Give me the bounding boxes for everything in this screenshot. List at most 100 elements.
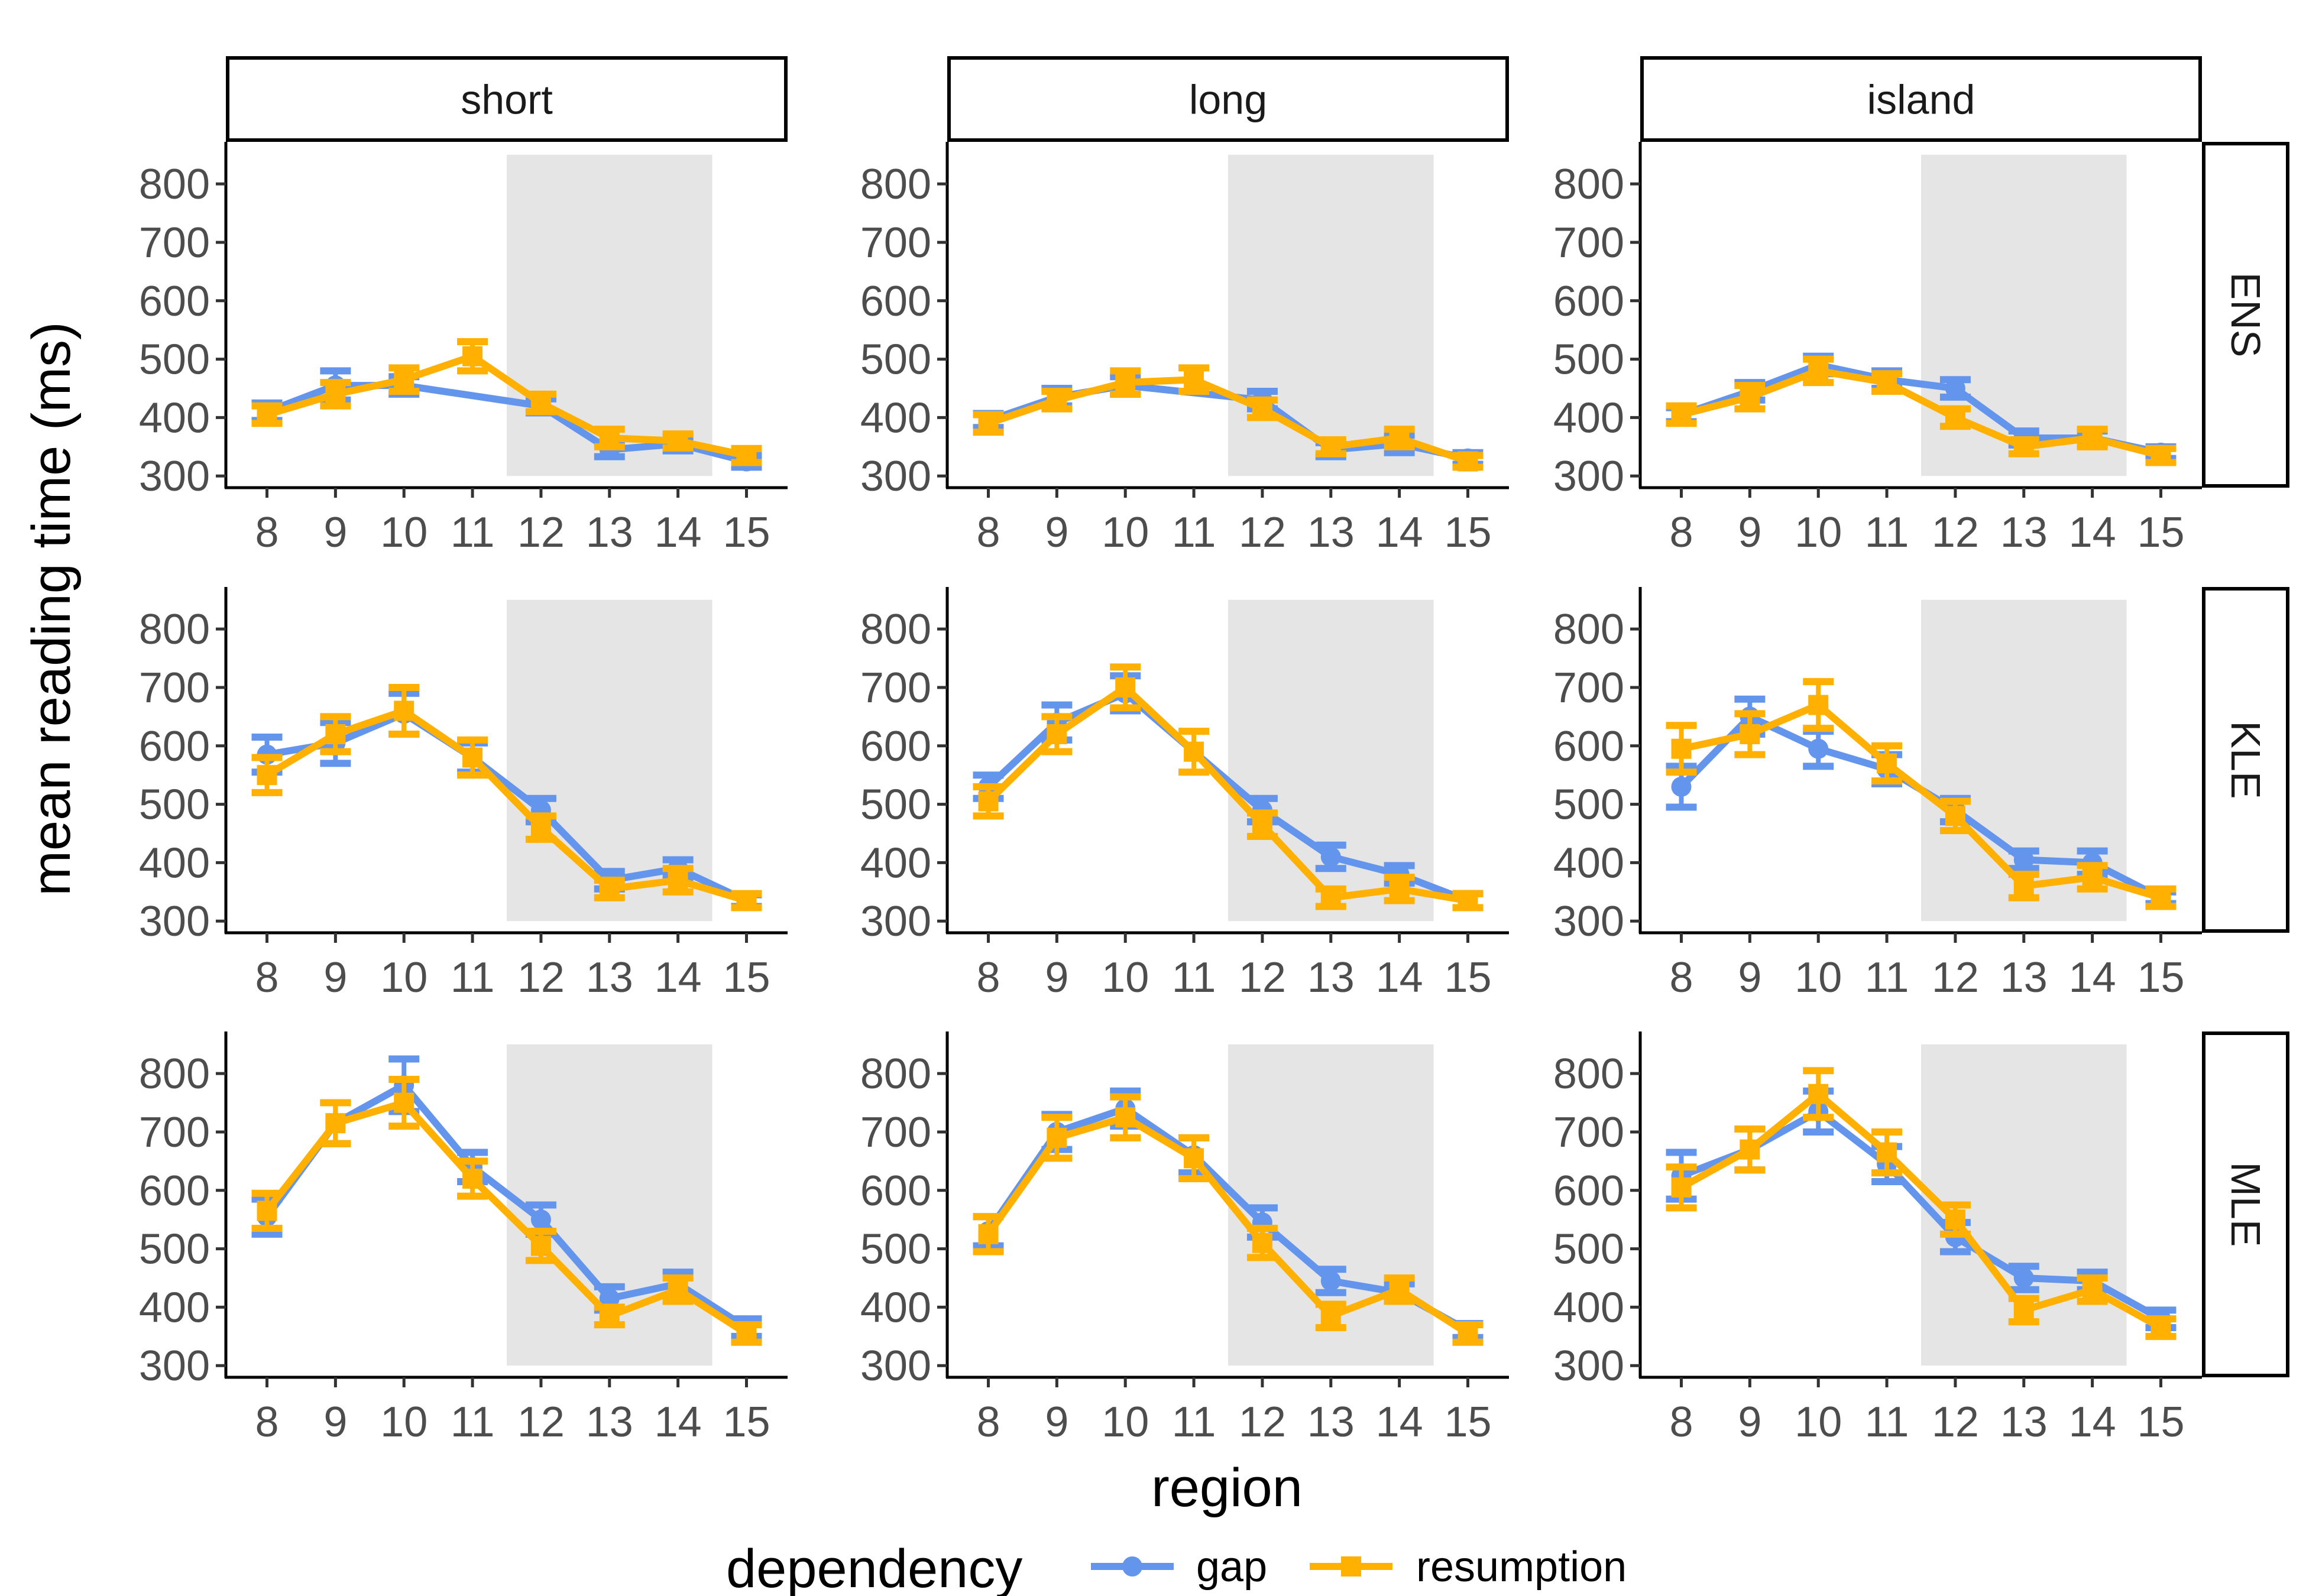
data-point xyxy=(325,384,346,404)
panel-island-MLE: 300 400 500 600 700 800 8 9 10 11 12 13 14 15 xyxy=(1553,1031,2202,1446)
y-tick-label: 400 xyxy=(139,839,210,887)
legend-title: dependency xyxy=(726,1539,1022,1596)
data-point xyxy=(2082,1279,2103,1300)
x-tick-label: 9 xyxy=(1045,954,1068,1001)
x-tick-label: 11 xyxy=(451,1399,495,1446)
y-tick-label: 600 xyxy=(860,278,931,325)
row-strip-label: KLE xyxy=(2223,721,2269,799)
x-tick-label: 13 xyxy=(1307,954,1355,1001)
row-strip-MLE: MLE xyxy=(2202,1031,2289,1377)
data-point xyxy=(325,1113,346,1134)
data-point xyxy=(1808,1084,1829,1104)
y-tick-label: 500 xyxy=(860,1226,931,1273)
x-tick-label: 12 xyxy=(1932,954,1979,1001)
x-tick-label: 12 xyxy=(1239,1399,1286,1446)
data-point xyxy=(2013,436,2034,457)
y-tick-label: 300 xyxy=(139,1342,210,1390)
data-point xyxy=(257,404,277,425)
legend-key-marker xyxy=(1341,1556,1361,1576)
data-point xyxy=(1320,1270,1341,1291)
x-tick-label: 9 xyxy=(1738,509,1761,556)
x-tick-label: 14 xyxy=(655,1399,702,1446)
y-tick-label: 800 xyxy=(139,606,210,653)
x-tick-label: 10 xyxy=(1795,509,1842,556)
y-tick-label: 600 xyxy=(139,723,210,770)
x-tick-label: 14 xyxy=(2069,954,2116,1001)
data-point xyxy=(1252,815,1272,835)
data-point xyxy=(1945,1209,1965,1230)
y-tick-label: 800 xyxy=(860,161,931,208)
y-tick-label: 300 xyxy=(139,898,210,945)
x-tick-label: 10 xyxy=(1795,1399,1842,1446)
y-tick-label: 600 xyxy=(860,1167,931,1215)
x-tick-label: 14 xyxy=(2069,1399,2116,1446)
data-point xyxy=(668,1279,688,1300)
data-point xyxy=(1740,1139,1760,1160)
x-tick-label: 8 xyxy=(255,509,278,556)
x-tick-label: 8 xyxy=(255,1399,278,1446)
y-tick-label: 400 xyxy=(1553,839,1624,887)
data-point xyxy=(1252,1232,1272,1253)
data-point xyxy=(1808,738,1829,759)
y-tick-label: 600 xyxy=(139,1167,210,1215)
data-point xyxy=(462,747,483,768)
x-tick-label: 13 xyxy=(586,1399,633,1446)
data-point xyxy=(325,724,346,745)
x-tick-label: 15 xyxy=(723,509,770,556)
data-point xyxy=(599,1288,620,1309)
x-tick-label: 12 xyxy=(1239,954,1286,1001)
x-tick-label: 15 xyxy=(723,954,770,1001)
x-tick-label: 8 xyxy=(255,954,278,1001)
row-strip-ENS: ENS xyxy=(2202,142,2289,488)
y-tick-label: 400 xyxy=(860,839,931,887)
data-point xyxy=(462,1169,483,1189)
data-point xyxy=(1184,741,1204,762)
column-strip-box xyxy=(1640,56,2202,142)
panel-short-KLE: 300 400 500 600 700 800 8 9 10 11 12 13 14 15 xyxy=(139,587,788,1001)
series-resumption xyxy=(973,1093,1484,1346)
legend-label: resumption xyxy=(1416,1543,1627,1591)
y-tick-label: 600 xyxy=(860,723,931,770)
x-tick-label: 9 xyxy=(1045,1399,1068,1446)
column-strip-island: island xyxy=(1640,56,2202,142)
x-tick-label: 15 xyxy=(1444,954,1491,1001)
data-point xyxy=(736,890,757,911)
data-point xyxy=(1389,1279,1410,1300)
series-line xyxy=(1680,701,2162,901)
x-tick-label: 10 xyxy=(1102,1399,1149,1446)
x-tick-label: 11 xyxy=(1172,954,1216,1001)
data-point xyxy=(978,791,999,812)
y-axis-title: mean reading time (ms) xyxy=(21,322,82,896)
data-point xyxy=(1671,738,1692,759)
y-tick-label: 800 xyxy=(1553,1050,1624,1098)
column-strip-label: island xyxy=(1867,77,1975,123)
data-point xyxy=(1877,1142,1897,1163)
data-point xyxy=(599,1306,620,1326)
y-tick-label: 500 xyxy=(1553,1226,1624,1273)
y-tick-label: 400 xyxy=(860,394,931,442)
data-point xyxy=(530,392,551,413)
data-point xyxy=(1740,724,1760,745)
x-tick-label: 12 xyxy=(1239,509,1286,556)
data-point xyxy=(1877,753,1897,774)
column-strip-box xyxy=(226,56,788,142)
y-tick-label: 800 xyxy=(860,1050,931,1098)
legend-key-marker xyxy=(1122,1556,1142,1576)
x-tick-label: 13 xyxy=(2000,1399,2048,1446)
data-point xyxy=(736,1323,757,1344)
x-tick-label: 12 xyxy=(517,954,565,1001)
x-tick-label: 10 xyxy=(1102,954,1149,1001)
column-strip-box xyxy=(947,56,1509,142)
x-tick-label: 10 xyxy=(380,509,427,556)
x-tick-label: 8 xyxy=(1669,509,1693,556)
y-tick-label: 700 xyxy=(860,664,931,712)
x-tick-label: 15 xyxy=(2137,1399,2184,1446)
y-tick-label: 300 xyxy=(1553,1342,1624,1390)
x-tick-label: 15 xyxy=(2137,954,2184,1001)
x-tick-label: 8 xyxy=(976,1399,1000,1446)
x-tick-label: 9 xyxy=(1738,1399,1761,1446)
x-tick-label: 13 xyxy=(1307,509,1355,556)
panel-island-ENS: 300 400 500 600 700 800 8 9 10 11 12 13 14 15 xyxy=(1553,142,2202,556)
series-resumption xyxy=(973,663,1484,911)
data-point xyxy=(1458,1323,1478,1344)
